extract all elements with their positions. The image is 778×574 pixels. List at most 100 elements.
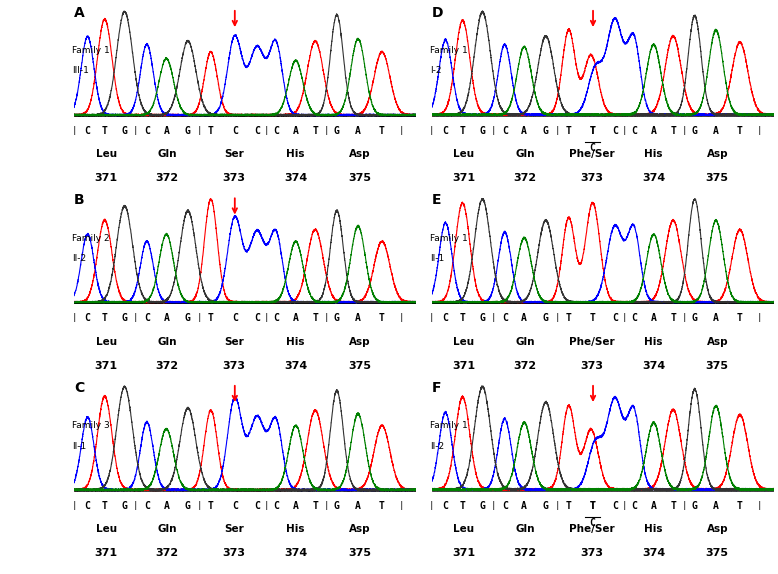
Text: 373: 373	[580, 173, 603, 183]
Text: C: C	[273, 313, 279, 323]
Text: G: G	[121, 313, 128, 323]
Text: |: |	[324, 126, 329, 135]
Text: Ser: Ser	[224, 149, 244, 159]
Text: Leu: Leu	[454, 149, 475, 159]
Text: C: C	[232, 126, 238, 135]
Text: 372: 372	[513, 360, 537, 371]
Text: C: C	[85, 501, 90, 511]
Text: Phe/Ser: Phe/Ser	[569, 337, 615, 347]
Text: C: C	[612, 501, 618, 511]
Text: Ser: Ser	[224, 337, 244, 347]
Text: |: |	[398, 126, 404, 135]
Text: A: A	[650, 501, 657, 511]
Text: 372: 372	[156, 548, 179, 559]
Text: C: C	[144, 313, 149, 323]
Text: 375: 375	[706, 173, 729, 183]
Text: Leu: Leu	[96, 337, 117, 347]
Text: Asp: Asp	[706, 337, 728, 347]
Text: |: |	[429, 126, 434, 135]
Text: C: C	[590, 518, 596, 528]
Text: Family 1: Family 1	[72, 46, 110, 55]
Text: T: T	[590, 501, 596, 511]
Text: G: G	[543, 501, 548, 511]
Text: C: C	[502, 313, 507, 323]
Text: C: C	[443, 126, 448, 135]
Text: |: |	[429, 501, 434, 510]
Text: F: F	[432, 381, 441, 395]
Text: Ser: Ser	[224, 524, 244, 534]
Text: Family 1: Family 1	[430, 46, 468, 55]
Text: G: G	[185, 501, 191, 511]
Text: |: |	[491, 501, 496, 510]
Text: |: |	[756, 501, 762, 510]
Text: A: A	[713, 313, 719, 323]
Text: 375: 375	[348, 548, 371, 559]
Text: C: C	[254, 126, 260, 135]
Text: G: G	[121, 501, 128, 511]
Text: G: G	[334, 501, 340, 511]
Text: C: C	[443, 313, 448, 323]
Text: II-2: II-2	[72, 254, 86, 263]
Text: 374: 374	[642, 548, 665, 559]
Text: 375: 375	[348, 173, 371, 183]
Text: 373: 373	[223, 360, 245, 371]
Text: |: |	[622, 313, 627, 322]
Text: 372: 372	[156, 360, 179, 371]
Text: |: |	[555, 501, 560, 510]
Text: C: C	[502, 126, 507, 135]
Text: 374: 374	[284, 173, 307, 183]
Text: T: T	[208, 313, 214, 323]
Text: Asp: Asp	[349, 524, 370, 534]
Text: Gln: Gln	[158, 337, 177, 347]
Text: T: T	[670, 126, 676, 135]
Text: 371: 371	[452, 173, 475, 183]
Text: G: G	[692, 313, 698, 323]
Text: T: T	[102, 501, 107, 511]
Text: G: G	[543, 313, 548, 323]
Text: C: C	[254, 313, 260, 323]
Text: |: |	[72, 501, 76, 510]
Text: T: T	[670, 313, 676, 323]
Text: G: G	[692, 126, 698, 135]
Text: C: C	[85, 313, 90, 323]
Text: His: His	[644, 337, 663, 347]
Text: His: His	[644, 149, 663, 159]
Text: A: A	[713, 126, 719, 135]
Text: 374: 374	[284, 360, 307, 371]
Text: |: |	[197, 501, 202, 510]
Text: T: T	[379, 313, 385, 323]
Text: |: |	[398, 313, 404, 322]
Text: T: T	[460, 126, 465, 135]
Text: Gln: Gln	[158, 149, 177, 159]
Text: 373: 373	[223, 173, 245, 183]
Text: T: T	[566, 313, 572, 323]
Text: A: A	[163, 501, 170, 511]
Text: C: C	[232, 501, 238, 511]
Text: A: A	[293, 313, 299, 323]
Text: 373: 373	[580, 548, 603, 559]
Text: Family 2: Family 2	[72, 234, 110, 243]
Text: 372: 372	[513, 173, 537, 183]
Text: 371: 371	[94, 173, 117, 183]
Text: T: T	[379, 126, 385, 135]
Text: Phe/Ser: Phe/Ser	[569, 524, 615, 534]
Text: Asp: Asp	[349, 149, 370, 159]
Text: |: |	[682, 501, 687, 510]
Text: 371: 371	[452, 360, 475, 371]
Text: Asp: Asp	[349, 337, 370, 347]
Text: II-1: II-1	[430, 254, 444, 263]
Text: Asp: Asp	[706, 524, 728, 534]
Text: C: C	[631, 501, 636, 511]
Text: G: G	[692, 501, 698, 511]
Text: T: T	[566, 126, 572, 135]
Text: A: A	[355, 501, 361, 511]
Text: C: C	[273, 126, 279, 135]
Text: A: A	[713, 501, 719, 511]
Text: 375: 375	[706, 548, 729, 559]
Text: Asp: Asp	[706, 149, 728, 159]
Text: T: T	[566, 501, 572, 511]
Text: T: T	[379, 501, 385, 511]
Text: |: |	[72, 313, 76, 322]
Text: 371: 371	[94, 360, 117, 371]
Text: A: A	[293, 126, 299, 135]
